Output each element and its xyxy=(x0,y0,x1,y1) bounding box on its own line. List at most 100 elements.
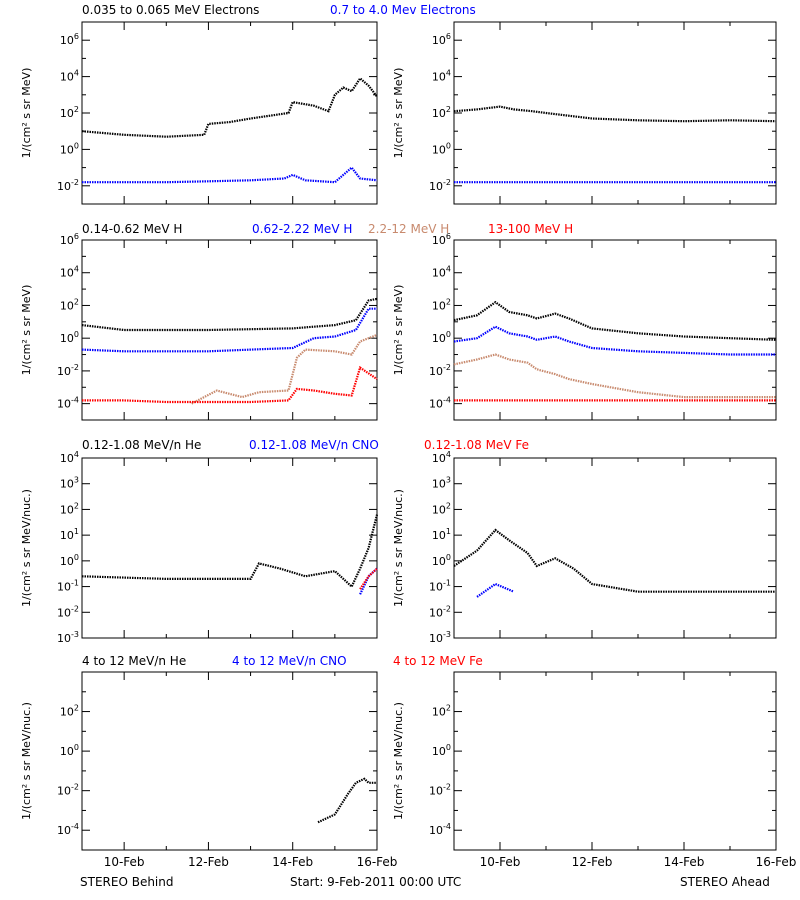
series-red xyxy=(82,365,378,404)
y-tick-label: 10-2 xyxy=(57,783,79,798)
y-tick-label: 10-2 xyxy=(429,363,451,378)
y-tick-label: 10-1 xyxy=(57,579,79,594)
y-tick-label: 102 xyxy=(60,704,79,719)
y-tick-label: 10-2 xyxy=(429,783,451,798)
y-tick-label: 102 xyxy=(432,297,451,312)
series-black xyxy=(453,300,777,341)
panel-heavy-high-behind xyxy=(81,671,378,851)
panel-frame xyxy=(81,21,378,205)
footer-right: STEREO Ahead xyxy=(680,875,770,889)
x-tick-label: 16-Feb xyxy=(756,855,797,869)
y-tick-label: 100 xyxy=(432,141,451,156)
x-tick-label: 12-Feb xyxy=(188,855,229,869)
y-tick-label: 102 xyxy=(60,297,79,312)
series-black xyxy=(453,528,776,593)
row-0-title-1: 0.7 to 4.0 Mev Electrons xyxy=(330,3,476,17)
panel-frame xyxy=(81,457,378,639)
y-tick-label: 100 xyxy=(60,743,79,758)
panel-protons-ahead xyxy=(453,239,777,421)
y-tick-label: 100 xyxy=(432,330,451,345)
y-tick-label: 106 xyxy=(432,32,451,47)
row-2-title-2: 0.12-1.08 MeV Fe xyxy=(424,438,529,452)
row-2-title-1: 0.12-1.08 MeV/n CNO xyxy=(249,438,379,452)
series-tan xyxy=(191,333,378,405)
y-tick-label: 10-4 xyxy=(429,396,451,411)
panel-heavy-low-behind xyxy=(81,457,379,639)
series-black xyxy=(81,76,378,138)
y-axis-label: 1/(cm² s sr MeV) xyxy=(392,285,405,376)
y-axis-label: 1/(cm² s sr MeV/nuc.) xyxy=(20,489,33,607)
row-2-title-0: 0.12-1.08 MeV/n He xyxy=(82,438,201,452)
y-tick-label: 106 xyxy=(60,232,79,247)
series-blue xyxy=(453,325,776,356)
y-tick-label: 106 xyxy=(60,32,79,47)
series-black xyxy=(317,777,377,824)
row-1-title-3: 13-100 MeV H xyxy=(488,222,573,236)
footer-start: Start: 9-Feb-2011 00:00 UTC xyxy=(290,875,461,889)
series-tan xyxy=(453,353,776,399)
y-axis-label: 1/(cm² s sr MeV) xyxy=(20,68,33,159)
series-black xyxy=(453,105,777,123)
panel-frame xyxy=(81,239,378,421)
panel-protons-behind xyxy=(81,239,378,421)
y-tick-label: 104 xyxy=(60,69,79,84)
y-axis-label: 1/(cm² s sr MeV) xyxy=(20,285,33,376)
panel-frame xyxy=(453,21,777,205)
y-tick-label: 10-2 xyxy=(57,178,79,193)
x-tick-label: 16-Feb xyxy=(357,855,398,869)
y-tick-label: 103 xyxy=(432,476,451,491)
panel-electrons-behind xyxy=(81,21,378,205)
row-3-title-2: 4 to 12 MeV Fe xyxy=(393,654,483,668)
series-blue xyxy=(359,567,378,595)
row-1-title-2: 2.2-12 MeV H xyxy=(368,222,449,236)
y-tick-label: 106 xyxy=(432,232,451,247)
y-tick-label: 102 xyxy=(60,501,79,516)
y-tick-label: 102 xyxy=(432,501,451,516)
y-tick-label: 101 xyxy=(60,527,79,542)
panel-frame xyxy=(453,457,777,639)
y-tick-label: 100 xyxy=(432,553,451,568)
series-blue xyxy=(476,582,515,598)
y-tick-label: 103 xyxy=(60,476,79,491)
y-tick-label: 100 xyxy=(60,141,79,156)
y-tick-label: 10-2 xyxy=(57,604,79,619)
y-tick-label: 10-3 xyxy=(429,630,451,645)
x-tick-label: 10-Feb xyxy=(480,855,521,869)
panel-frame xyxy=(81,671,378,851)
y-tick-label: 104 xyxy=(432,69,451,84)
y-axis-label: 1/(cm² s sr MeV/nuc.) xyxy=(392,702,405,820)
panel-heavy-low-ahead xyxy=(453,457,777,639)
y-axis-label: 1/(cm² s sr MeV) xyxy=(392,68,405,159)
panel-frame xyxy=(453,239,777,421)
y-tick-label: 100 xyxy=(432,743,451,758)
row-1-title-1: 0.62-2.22 MeV H xyxy=(252,222,352,236)
panel-heavy-high-ahead xyxy=(453,671,777,851)
y-tick-label: 100 xyxy=(60,330,79,345)
y-tick-label: 102 xyxy=(432,704,451,719)
footer-left: STEREO Behind xyxy=(80,875,174,889)
y-tick-label: 104 xyxy=(60,450,79,465)
series-red xyxy=(359,567,378,590)
row-0-title-0: 0.035 to 0.065 MeV Electrons xyxy=(82,3,259,17)
y-tick-label: 10-4 xyxy=(429,822,451,837)
y-tick-label: 10-3 xyxy=(57,630,79,645)
y-tick-label: 100 xyxy=(60,553,79,568)
y-tick-label: 10-2 xyxy=(57,363,79,378)
series-blue xyxy=(81,307,377,353)
y-tick-label: 10-1 xyxy=(429,579,451,594)
y-tick-label: 101 xyxy=(432,527,451,542)
series-black xyxy=(81,514,379,589)
y-tick-label: 102 xyxy=(60,105,79,120)
x-tick-label: 14-Feb xyxy=(272,855,313,869)
row-1-title-0: 0.14-0.62 MeV H xyxy=(82,222,182,236)
panel-electrons-ahead xyxy=(453,21,777,205)
y-tick-label: 104 xyxy=(432,265,451,280)
y-axis-label: 1/(cm² s sr MeV/nuc.) xyxy=(20,702,33,820)
y-tick-label: 10-2 xyxy=(429,604,451,619)
series-black xyxy=(81,297,378,332)
y-tick-label: 10-4 xyxy=(57,822,79,837)
row-3-title-1: 4 to 12 MeV/n CNO xyxy=(232,654,347,668)
x-tick-label: 10-Feb xyxy=(104,855,145,869)
x-tick-label: 12-Feb xyxy=(572,855,613,869)
